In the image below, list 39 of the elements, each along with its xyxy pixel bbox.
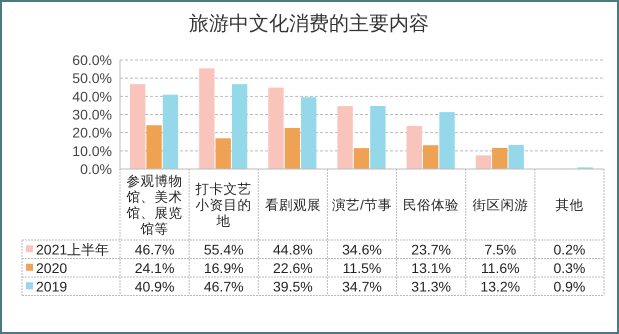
- data-label: 34.7%: [342, 278, 382, 294]
- y-tick-label: 30.0%: [72, 106, 112, 122]
- data-label: 44.8%: [273, 241, 313, 258]
- data-label: 39.5%: [273, 278, 313, 294]
- chart-title: 旅游中文化消费的主要内容: [189, 12, 429, 35]
- data-label: 7.5%: [484, 241, 516, 258]
- data-label: 24.1%: [134, 260, 174, 276]
- data-label: 11.5%: [342, 260, 382, 276]
- x-tick-label: 参观博物馆、美术馆、展览馆等: [126, 174, 183, 236]
- y-tick-label: 0.0%: [80, 161, 112, 177]
- data-label: 13.2%: [480, 278, 520, 294]
- data-label: 46.7%: [204, 278, 244, 294]
- data-label: 13.1%: [411, 260, 451, 276]
- legend-label: 2019: [36, 278, 68, 294]
- data-label: 55.4%: [204, 241, 244, 258]
- data-label: 11.6%: [480, 260, 520, 276]
- data-label: 16.9%: [204, 260, 244, 276]
- data-label: 46.7%: [134, 241, 174, 258]
- data-label: 0.3%: [553, 260, 586, 276]
- data-label: 40.9%: [134, 278, 174, 294]
- data-label: 22.6%: [273, 260, 313, 276]
- y-tick-label: 50.0%: [72, 70, 112, 86]
- data-label: 34.6%: [342, 241, 382, 258]
- y-tick-label: 10.0%: [72, 142, 112, 159]
- legend-label: 2021上半年: [36, 241, 110, 258]
- x-tick-label: 演艺/节事: [332, 198, 392, 212]
- data-label: 31.3%: [411, 278, 451, 294]
- x-tick-label: 其他: [555, 198, 584, 212]
- data-label: 0.9%: [553, 278, 586, 294]
- data-label: 0.2%: [553, 241, 586, 258]
- y-tick-label: 60.0%: [72, 52, 112, 68]
- x-tick-label: 街区闲游: [472, 198, 528, 212]
- x-tick-label: 打卡文艺小资目的地: [194, 182, 252, 228]
- x-tick-label: 看剧观展: [264, 198, 321, 212]
- y-tick-label: 40.0%: [72, 88, 112, 104]
- x-tick-label: 民俗体验: [403, 198, 460, 212]
- y-tick-label: 20.0%: [72, 124, 112, 141]
- data-label: 23.7%: [411, 241, 451, 258]
- legend-label: 2020: [36, 260, 68, 276]
